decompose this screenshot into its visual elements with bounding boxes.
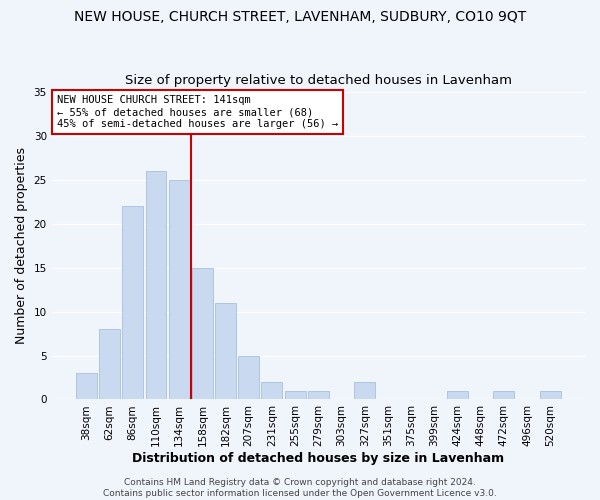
Bar xyxy=(76,373,97,400)
Bar xyxy=(122,206,143,400)
Y-axis label: Number of detached properties: Number of detached properties xyxy=(15,148,28,344)
Bar xyxy=(169,180,190,400)
Bar xyxy=(308,390,329,400)
Bar xyxy=(493,390,514,400)
Bar xyxy=(215,303,236,400)
Bar xyxy=(447,390,468,400)
X-axis label: Distribution of detached houses by size in Lavenham: Distribution of detached houses by size … xyxy=(132,452,505,465)
Bar xyxy=(99,330,120,400)
Bar xyxy=(354,382,375,400)
Bar xyxy=(284,390,305,400)
Bar xyxy=(540,390,561,400)
Bar xyxy=(192,268,213,400)
Title: Size of property relative to detached houses in Lavenham: Size of property relative to detached ho… xyxy=(125,74,512,87)
Bar xyxy=(262,382,283,400)
Text: NEW HOUSE CHURCH STREET: 141sqm
← 55% of detached houses are smaller (68)
45% of: NEW HOUSE CHURCH STREET: 141sqm ← 55% of… xyxy=(57,96,338,128)
Bar xyxy=(238,356,259,400)
Text: NEW HOUSE, CHURCH STREET, LAVENHAM, SUDBURY, CO10 9QT: NEW HOUSE, CHURCH STREET, LAVENHAM, SUDB… xyxy=(74,10,526,24)
Text: Contains HM Land Registry data © Crown copyright and database right 2024.
Contai: Contains HM Land Registry data © Crown c… xyxy=(103,478,497,498)
Bar xyxy=(146,172,166,400)
